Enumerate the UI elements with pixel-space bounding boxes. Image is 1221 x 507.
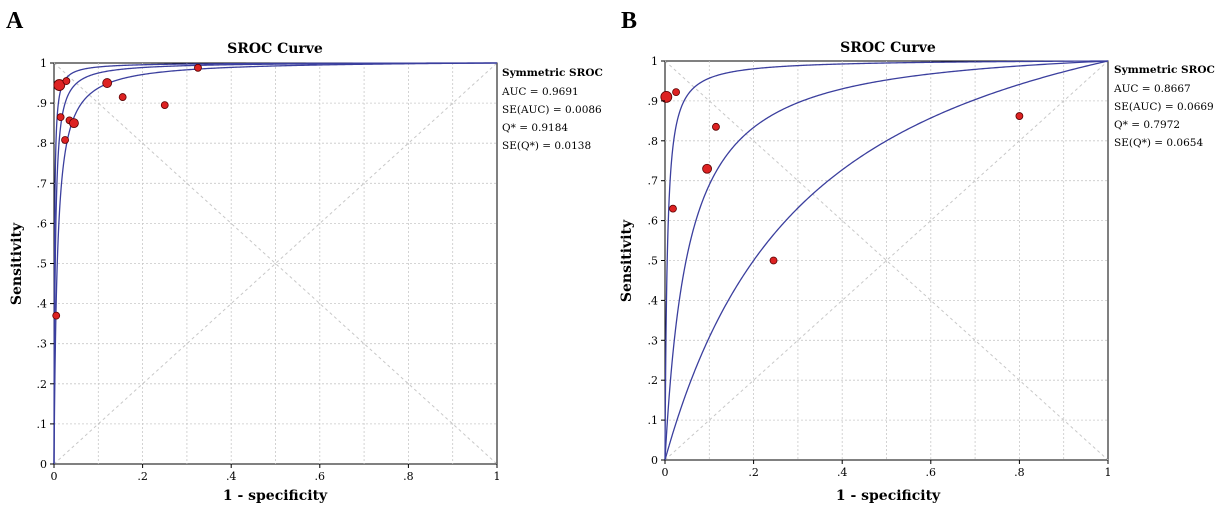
data-point	[702, 163, 712, 174]
points-a	[52, 63, 202, 320]
y-tick-label: .2	[648, 374, 659, 387]
stat-q-star-a: Q* = 0.9184	[502, 122, 568, 134]
y-tick-label: .5	[37, 258, 48, 271]
stats-heading-a: Symmetric SROC	[502, 67, 603, 79]
x-tick-label: .6	[926, 466, 937, 479]
x-tick-label: .2	[137, 470, 148, 483]
y-tick-label: .2	[37, 378, 48, 391]
y-tick-label: 1	[40, 57, 47, 70]
sroc-curve-upper	[664, 60, 1109, 460]
x-ticks-b: 0 .2 .4 .6 .8 1	[662, 460, 1112, 479]
data-point	[712, 122, 720, 131]
x-axis-label-b: 1 - specificity	[836, 488, 941, 504]
y-ticks-a: 0 .1 .2 .3 .4 .5 .6 .7 .8 .9 1	[37, 57, 54, 471]
y-axis-label-b: Sensitivity	[619, 219, 635, 302]
data-point	[53, 79, 66, 91]
sroc-curve-sroc	[664, 60, 1109, 460]
x-tick-label: 0	[51, 470, 58, 483]
stat-se-q-star-a: SE(Q*) = 0.0138	[502, 140, 591, 152]
data-point	[102, 78, 113, 88]
x-tick-label: .2	[748, 466, 759, 479]
y-tick-label: .9	[648, 95, 659, 108]
data-point	[769, 256, 778, 265]
x-tick-label: 1	[1105, 466, 1112, 479]
y-tick-label: .1	[37, 418, 48, 431]
y-tick-label: .3	[648, 334, 659, 347]
grid-b	[665, 61, 1108, 460]
y-tick-label: .9	[37, 97, 48, 110]
x-tick-label: 0	[662, 466, 669, 479]
data-point	[69, 118, 79, 129]
y-axis-label-a: Sensitivity	[9, 222, 25, 305]
y-tick-label: .3	[37, 338, 48, 351]
stat-q-star-b: Q* = 0.7972	[1114, 119, 1180, 131]
y-tick-label: .7	[37, 177, 48, 190]
y-tick-label: .5	[648, 255, 659, 268]
x-tick-label: 1	[494, 470, 501, 483]
data-point	[61, 136, 69, 144]
y-tick-label: .4	[37, 298, 48, 311]
stat-se-q-star-b: SE(Q*) = 0.0654	[1114, 137, 1203, 149]
grid-a	[54, 63, 497, 464]
y-ticks-b: 0 .1 .2 .3 .4 .5 .6 .7 .8 .9 1	[648, 55, 665, 467]
y-tick-label: .4	[648, 294, 659, 307]
data-point	[56, 113, 65, 122]
x-tick-label: .4	[226, 470, 237, 483]
x-tick-label: .8	[1014, 466, 1025, 479]
chart-panel-b: 0 .2 .4 .6 .8 1 0 .1 .2 .3 .4 .5 .6 .7 .8 .9 1 SROC Cur…	[619, 40, 1215, 504]
x-ticks-a: 0 .2 .4 .6 .8 1	[51, 464, 501, 483]
y-tick-label: .6	[37, 217, 48, 230]
y-tick-label: 1	[651, 55, 658, 68]
data-point	[669, 204, 677, 213]
data-point	[194, 63, 202, 72]
data-point	[672, 88, 680, 97]
chart-panel-a: 0 .2 .4 .6 .8 1 0 .1 .2 .3 .4 .5 .6 .7 .8 .9 1 SROC Cur…	[9, 41, 603, 504]
stat-se-auc-a: SE(AUC) = 0.0086	[502, 104, 602, 116]
chart-title-b: SROC Curve	[840, 40, 936, 56]
chart-title-a: SROC Curve	[227, 41, 323, 57]
data-point	[1015, 112, 1024, 120]
panel-letter-a: A	[6, 8, 24, 34]
y-tick-label: .8	[37, 137, 48, 150]
y-tick-label: 0	[651, 454, 658, 467]
data-point	[660, 91, 673, 103]
x-tick-label: .4	[837, 466, 848, 479]
data-point	[52, 311, 61, 320]
x-tick-label: .6	[315, 470, 326, 483]
y-tick-label: .1	[648, 414, 659, 427]
y-tick-label: .6	[648, 215, 659, 228]
x-tick-label: .8	[403, 470, 414, 483]
data-point	[62, 77, 71, 85]
x-axis-label-a: 1 - specificity	[223, 488, 328, 504]
stat-se-auc-b: SE(AUC) = 0.0669	[1114, 101, 1214, 113]
stat-auc-b: AUC = 0.8667	[1113, 83, 1191, 95]
stats-heading-b: Symmetric SROC	[1114, 64, 1215, 76]
panel-letter-b: B	[621, 8, 638, 34]
points-b	[660, 88, 1024, 265]
y-tick-label: 0	[40, 458, 47, 471]
y-tick-label: .7	[648, 175, 659, 188]
y-tick-label: .8	[648, 135, 659, 148]
data-point	[118, 93, 127, 101]
curves-b	[664, 60, 1109, 461]
data-point	[160, 101, 169, 110]
sroc-curve-lower	[53, 62, 498, 464]
sroc-curve-lower	[664, 60, 1109, 461]
stat-auc-a: AUC = 0.9691	[501, 86, 579, 98]
